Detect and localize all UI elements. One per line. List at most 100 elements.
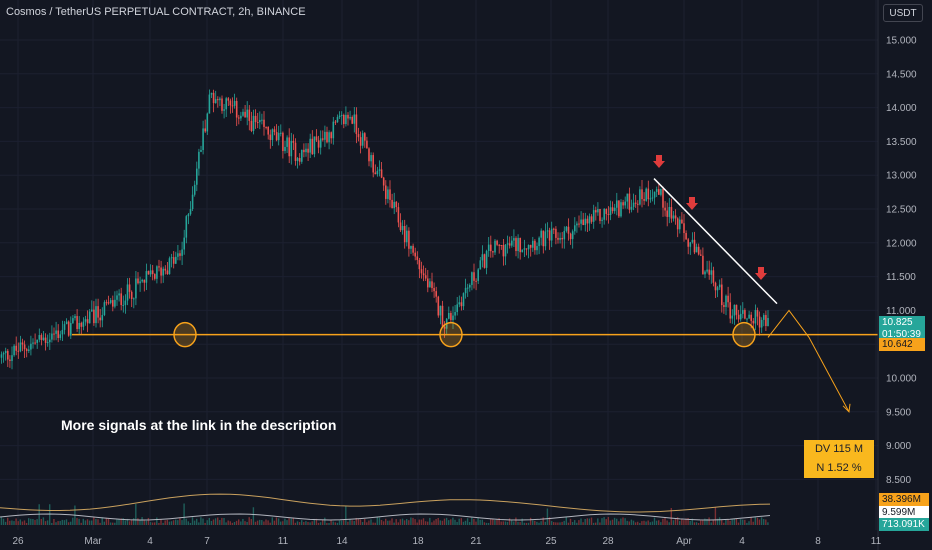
volume-bar: [744, 519, 746, 525]
volume-bar: [86, 519, 89, 525]
volume-bar: [21, 521, 24, 525]
volume-bar: [126, 518, 129, 525]
price-axis[interactable]: 15.000 14.500 14.000 13.500 13.000 12.500 12.0…: [886, 36, 917, 486]
volume-bar: [271, 517, 273, 525]
volume-bar: [101, 517, 103, 525]
candle-body: [395, 201, 398, 208]
time-axis[interactable]: 26 Mar 4 7 11 14 18 21 25 28 Apr 4 8 11: [12, 536, 881, 547]
volume-bar: [233, 522, 236, 525]
candle-body: [385, 185, 387, 199]
volume-bar: [584, 519, 586, 525]
volume-bar: [401, 518, 404, 525]
candle-body: [116, 295, 118, 300]
volume-bar: [595, 522, 597, 525]
candle-body: [361, 133, 364, 146]
volume-bar: [7, 517, 9, 525]
candle-body: [370, 155, 372, 162]
candle-body: [158, 266, 160, 268]
x-tick-label: 28: [602, 536, 614, 547]
volume-bar: [15, 518, 17, 525]
candle-body: [353, 114, 356, 124]
candle-body: [95, 306, 97, 324]
volume-bar: [462, 521, 465, 525]
candle-body: [479, 260, 482, 270]
volume-bar: [389, 520, 391, 525]
volume-bar: [353, 521, 355, 525]
volume-bar: [410, 517, 412, 525]
candle-body: [76, 316, 78, 329]
support-touch-circle[interactable]: [173, 321, 197, 348]
candle-body: [630, 206, 633, 210]
volume-bar: [231, 522, 234, 525]
candle-body: [107, 302, 110, 304]
candle-body: [508, 243, 511, 246]
volume-bar: [735, 518, 738, 525]
x-tick-label: 25: [545, 536, 557, 547]
support-touch-circle[interactable]: [439, 321, 463, 348]
candle-body: [51, 333, 53, 340]
candle-body: [145, 271, 148, 283]
volume-bar: [128, 521, 131, 525]
candle-body: [15, 345, 17, 351]
volume-bar: [347, 521, 349, 525]
volume-bar: [498, 518, 500, 525]
volume-bar: [643, 520, 645, 525]
volume-bar: [372, 522, 374, 525]
candle-body: [410, 245, 412, 249]
support-touch-circle[interactable]: [732, 321, 756, 348]
candle-body: [93, 309, 95, 324]
volume-bar: [519, 522, 521, 525]
volume-bar: [328, 522, 330, 525]
candle-body: [763, 315, 765, 320]
candle-body: [639, 189, 641, 205]
candle-body: [345, 114, 347, 125]
candle-body: [28, 349, 30, 351]
candle-body: [80, 322, 83, 327]
candle-body: [710, 270, 713, 275]
volume-bar: [359, 519, 362, 525]
volume-bar: [227, 520, 229, 525]
volume-bar: [527, 522, 530, 525]
x-tick-label: 26: [12, 536, 24, 547]
currency-button[interactable]: USDT: [883, 4, 923, 22]
candle-body: [63, 324, 66, 330]
candle-body: [164, 268, 167, 271]
volume-ma-tag: 38.396M: [879, 493, 929, 506]
volume-bars: [0, 503, 769, 525]
volume-bar: [668, 522, 670, 525]
candle-body: [613, 207, 616, 212]
candle-body: [714, 282, 717, 291]
candle-body: [744, 310, 746, 319]
candle-body: [84, 319, 87, 322]
candle-body: [588, 216, 591, 224]
volume-bar: [382, 521, 385, 525]
volume-bar: [267, 520, 269, 525]
volume-bar: [752, 521, 754, 525]
volume-bar: [343, 520, 345, 525]
candle-body: [492, 251, 494, 253]
volume-bar: [40, 518, 42, 525]
candle-body: [324, 131, 326, 140]
volume-bar: [674, 518, 677, 525]
volume-bar: [25, 522, 28, 525]
volume-bar: [59, 521, 61, 525]
volume-bar: [380, 519, 383, 525]
volume-bar: [277, 518, 280, 525]
candle-body: [487, 244, 490, 251]
volume-bar: [691, 518, 693, 525]
projection-path[interactable]: [767, 309, 850, 413]
resistance-trendline[interactable]: [653, 178, 778, 305]
candle-body: [595, 210, 597, 213]
volume-bar: [168, 521, 171, 525]
volume-bar: [185, 518, 187, 525]
volume-bar: [521, 518, 523, 525]
volume-bar: [540, 521, 542, 525]
candle-body: [46, 342, 49, 344]
candle-body: [483, 254, 486, 268]
volume-bar: [569, 518, 572, 525]
candle-body: [303, 149, 305, 153]
candle-body: [265, 126, 267, 128]
volume-bar: [212, 519, 215, 525]
volume-bar: [536, 521, 538, 525]
